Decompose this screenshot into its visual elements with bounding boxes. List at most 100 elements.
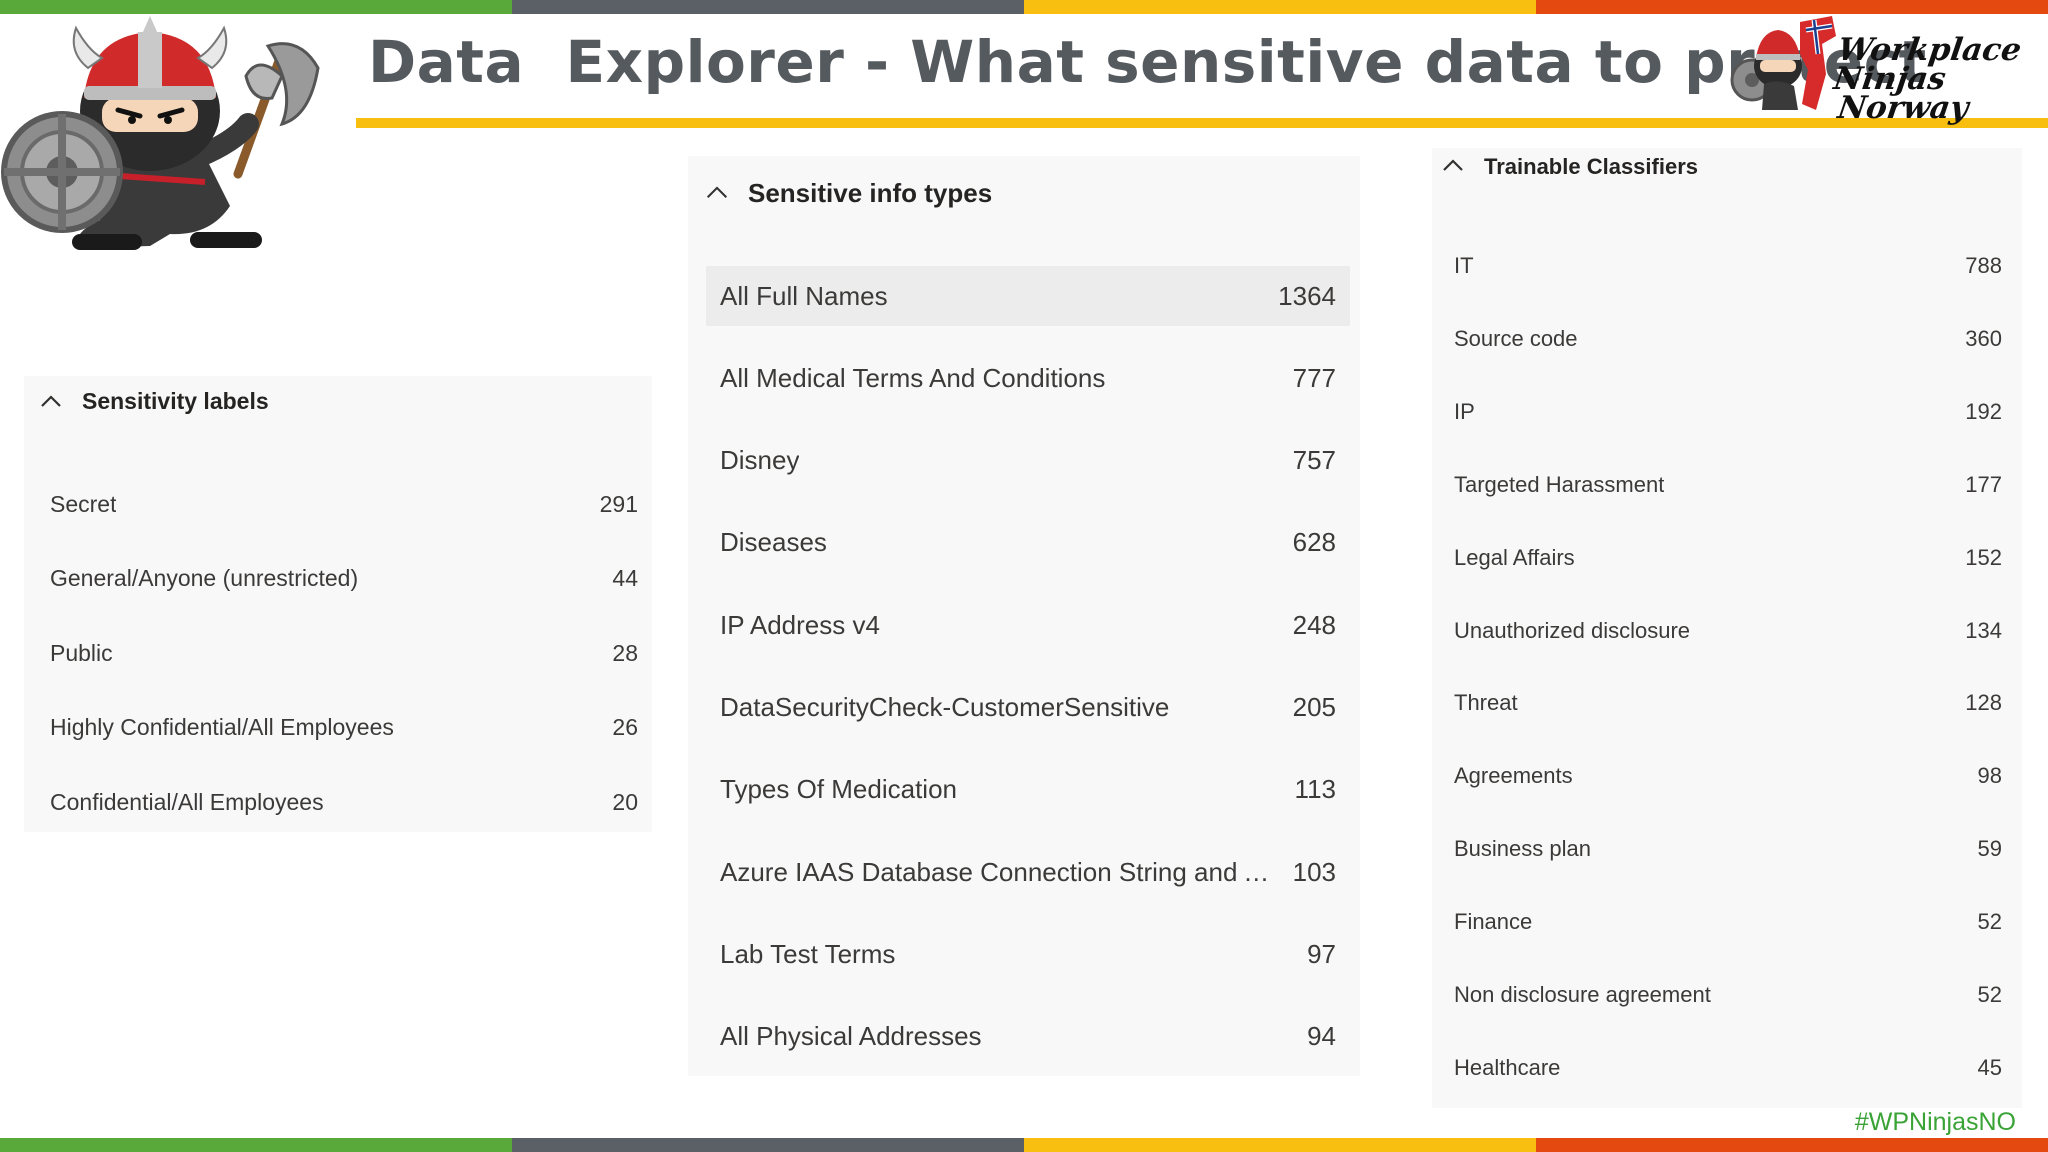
item-count: 113 [1294, 774, 1336, 805]
item-count: 128 [1965, 690, 2002, 716]
item-label: Threat [1454, 690, 1518, 716]
item-count: 26 [612, 714, 638, 740]
item-label: Agreements [1454, 763, 1573, 789]
list-item[interactable]: Diseases 628 [706, 513, 1350, 573]
item-count: 97 [1307, 938, 1336, 969]
item-count: 177 [1965, 471, 2002, 497]
item-count: 291 [599, 490, 638, 517]
item-count: 248 [1292, 609, 1336, 640]
list-item[interactable]: Business plan 59 [1454, 829, 2002, 869]
item-count: 98 [1977, 763, 2002, 789]
list-item[interactable]: Types Of Medication 113 [706, 760, 1350, 820]
item-count: 1364 [1278, 280, 1336, 311]
list-item[interactable]: General/Anyone (unrestricted) 44 [50, 559, 638, 599]
event-hashtag: #WPNinjasNO [1854, 1108, 2016, 1136]
list-item[interactable]: Public 28 [50, 633, 638, 673]
item-label: Public [50, 639, 113, 666]
chevron-up-icon[interactable] [1442, 156, 1464, 178]
stripe-green [0, 0, 512, 14]
item-count: 52 [1977, 982, 2002, 1007]
list-item[interactable]: Agreements 98 [1454, 756, 2002, 796]
logo-wordmark: Workplace Ninjas Norway [1828, 32, 2048, 126]
chevron-up-icon[interactable] [706, 182, 728, 204]
list-item[interactable]: Legal Affairs 152 [1454, 538, 2002, 578]
item-count: 152 [1965, 544, 2002, 570]
list-item[interactable]: Highly Confidential/All Employees 26 [50, 708, 638, 748]
item-count: 28 [612, 639, 638, 666]
top-color-stripe [0, 0, 2048, 14]
item-label: IP [1454, 398, 1475, 424]
list-item[interactable]: Healthcare 45 [1454, 1048, 2002, 1088]
item-count: 628 [1292, 527, 1336, 558]
item-label: DataSecurityCheck-CustomerSensitive [720, 692, 1170, 722]
list-item[interactable]: All Full Names 1364 [706, 266, 1350, 326]
item-count: 788 [1965, 253, 2002, 278]
list-item[interactable]: Threat 128 [1454, 683, 2002, 723]
trainable-classifiers-panel: Trainable Classifiers IT 788 Source code 36… [1432, 148, 2022, 1108]
item-label: Azure IAAS Database Connection String an… [720, 856, 1280, 887]
list-item[interactable]: IT 788 [1454, 246, 2002, 286]
list-item[interactable]: Lab Test Terms 97 [706, 924, 1350, 984]
list-item[interactable]: IP Address v4 248 [706, 595, 1350, 655]
workplace-ninjas-logo [1730, 16, 1836, 110]
item-label: General/Anyone (unrestricted) [50, 565, 359, 591]
sensitive-info-types-panel: Sensitive info types All Full Names 1364 A… [688, 156, 1360, 1076]
item-count: 134 [1965, 617, 2002, 643]
list-item[interactable]: Non disclosure agreement 52 [1454, 975, 2002, 1015]
item-label: Finance [1454, 909, 1533, 935]
sensitivity-labels-header[interactable]: Sensitivity labels [40, 388, 269, 415]
logo-text-line2: Norway [1835, 90, 1971, 126]
item-count: 103 [1292, 856, 1336, 887]
item-count: 94 [1307, 1021, 1336, 1052]
item-count: 192 [1965, 398, 2002, 424]
list-item[interactable]: Azure IAAS Database Connection String an… [706, 842, 1350, 902]
bottom-color-stripe [0, 1138, 2048, 1152]
list-item[interactable]: All Medical Terms And Conditions 777 [706, 348, 1350, 408]
list-item[interactable]: Targeted Harassment 177 [1454, 465, 2002, 505]
item-label: Targeted Harassment [1454, 471, 1665, 497]
item-count: 205 [1292, 692, 1336, 722]
stripe-green [0, 1138, 512, 1152]
item-label: All Medical Terms And Conditions [720, 362, 1106, 393]
stripe-yellow [1024, 1138, 1536, 1152]
item-label: IT [1454, 253, 1474, 278]
item-label: Non disclosure agreement [1454, 982, 1711, 1007]
sensitive-info-types-header[interactable]: Sensitive info types [706, 168, 992, 218]
item-count: 44 [612, 565, 638, 591]
panel-title: Trainable Classifiers [1484, 154, 1698, 179]
item-label: Disney [720, 445, 800, 476]
list-item[interactable]: All Physical Addresses 94 [706, 1007, 1350, 1067]
logo-text-line1: Workplace Ninjas [1831, 32, 2024, 97]
item-count: 52 [1977, 909, 2002, 935]
stripe-yellow [1024, 0, 1536, 14]
item-label: Source code [1454, 325, 1578, 351]
list-item[interactable]: Disney 757 [706, 431, 1350, 491]
item-count: 757 [1292, 445, 1336, 476]
stripe-gray [512, 1138, 1024, 1152]
list-item[interactable]: Source code 360 [1454, 319, 2002, 359]
panel-title: Sensitive info types [748, 177, 993, 208]
panel-title: Sensitivity labels [82, 388, 269, 414]
list-item[interactable]: Secret 291 [50, 484, 638, 524]
list-item[interactable]: IP 192 [1454, 392, 2002, 432]
item-label: Diseases [720, 527, 827, 558]
item-label: Business plan [1454, 836, 1591, 862]
trainable-classifiers-header[interactable]: Trainable Classifiers [1442, 154, 1698, 180]
item-label: Unauthorized disclosure [1454, 617, 1691, 643]
item-count: 59 [1977, 836, 2002, 862]
item-label: IP Address v4 [720, 609, 880, 640]
item-label: Legal Affairs [1454, 544, 1575, 570]
title-underline [356, 118, 2048, 128]
stripe-gray [512, 0, 1024, 14]
item-label: Secret [50, 490, 117, 517]
list-item[interactable]: Finance 52 [1454, 902, 2002, 942]
item-label: Lab Test Terms [720, 938, 896, 969]
list-item[interactable]: Confidential/All Employees 20 [50, 782, 638, 822]
stripe-red [1536, 1138, 2048, 1152]
item-count: 45 [1977, 1054, 2002, 1080]
list-item[interactable]: DataSecurityCheck-CustomerSensitive 205 [706, 678, 1350, 738]
list-item[interactable]: Unauthorized disclosure 134 [1454, 611, 2002, 651]
page-title: Data Explorer - What sensitive data to p… [368, 28, 1927, 96]
stripe-red [1536, 0, 2048, 14]
chevron-up-icon[interactable] [40, 391, 62, 413]
